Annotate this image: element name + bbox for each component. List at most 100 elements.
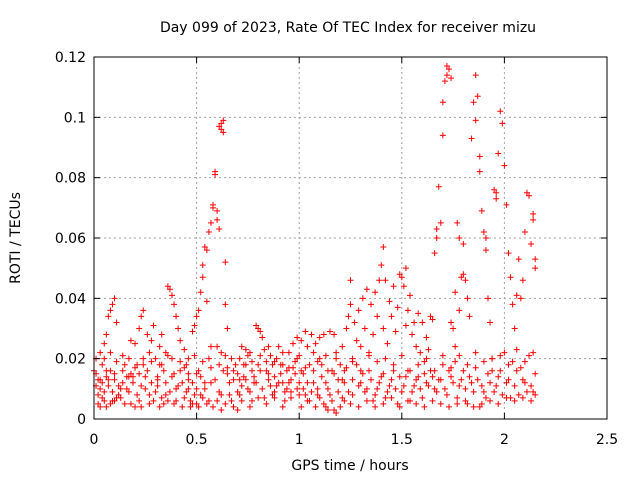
data-point	[423, 355, 430, 362]
data-point	[528, 241, 535, 248]
data-point	[199, 394, 206, 401]
data-point	[222, 259, 229, 266]
data-point	[158, 394, 165, 401]
data-point	[185, 355, 192, 362]
data-point	[115, 391, 122, 398]
data-point	[168, 355, 175, 362]
data-point	[380, 325, 387, 332]
data-point	[160, 400, 167, 407]
data-point	[372, 391, 379, 398]
data-point	[214, 207, 221, 214]
data-point	[298, 367, 305, 374]
data-point	[528, 382, 535, 389]
data-point	[244, 385, 251, 392]
data-point	[349, 391, 356, 398]
data-point	[452, 289, 459, 296]
data-point	[166, 286, 173, 293]
data-point	[462, 385, 469, 392]
data-point	[146, 391, 153, 398]
data-point	[353, 337, 360, 344]
data-point	[273, 382, 280, 389]
data-point	[487, 379, 494, 386]
data-point	[515, 256, 522, 263]
data-point	[404, 397, 411, 404]
data-point	[448, 373, 455, 380]
data-point	[532, 256, 539, 263]
data-point	[363, 286, 370, 293]
data-point	[419, 319, 426, 326]
data-point	[162, 391, 169, 398]
data-point	[308, 331, 315, 338]
data-point	[343, 325, 350, 332]
data-point	[201, 385, 208, 392]
data-point	[216, 388, 223, 395]
data-point	[283, 385, 290, 392]
data-point	[425, 382, 432, 389]
data-point	[499, 120, 506, 127]
data-point	[101, 355, 108, 362]
data-point	[433, 388, 440, 395]
data-point	[503, 379, 510, 386]
data-point	[113, 358, 120, 365]
data-point	[509, 358, 516, 365]
data-point	[478, 207, 485, 214]
data-point	[368, 376, 375, 383]
data-point	[382, 355, 389, 362]
data-point	[530, 349, 537, 356]
data-point	[218, 406, 225, 413]
data-point	[238, 343, 245, 350]
data-point	[339, 394, 346, 401]
data-point	[380, 244, 387, 251]
data-point	[398, 274, 405, 281]
data-point	[269, 361, 276, 368]
x-tick-label: 1	[295, 432, 304, 448]
data-point	[427, 313, 434, 320]
data-point	[300, 385, 307, 392]
data-point	[355, 403, 362, 410]
data-point	[376, 379, 383, 386]
data-point	[482, 394, 489, 401]
data-point	[341, 397, 348, 404]
data-point	[365, 352, 372, 359]
data-point	[402, 373, 409, 380]
data-point	[259, 334, 266, 341]
data-point	[107, 400, 114, 407]
x-tick-label: 0	[90, 432, 99, 448]
data-point	[493, 195, 500, 202]
data-point	[230, 376, 237, 383]
data-point	[201, 244, 208, 251]
data-point	[113, 319, 120, 326]
data-point	[322, 352, 329, 359]
data-points	[91, 63, 539, 416]
data-point	[339, 343, 346, 350]
data-point	[345, 388, 352, 395]
data-point	[386, 382, 393, 389]
data-point	[257, 352, 264, 359]
data-point	[357, 343, 364, 350]
data-point	[240, 373, 247, 380]
data-point	[119, 379, 126, 386]
data-point	[173, 313, 180, 320]
data-point	[495, 150, 502, 157]
data-point	[407, 367, 414, 374]
data-point	[394, 304, 401, 311]
data-point	[181, 346, 188, 353]
data-point	[402, 322, 409, 329]
data-point	[443, 63, 450, 70]
data-point	[304, 343, 311, 350]
data-point	[382, 394, 389, 401]
data-point	[384, 340, 391, 347]
data-point	[242, 361, 249, 368]
data-point	[171, 400, 178, 407]
data-point	[117, 394, 124, 401]
data-point	[171, 301, 178, 308]
data-point	[265, 343, 272, 350]
data-point	[402, 265, 409, 272]
data-point	[433, 225, 440, 232]
data-point	[232, 361, 239, 368]
data-point	[193, 370, 200, 377]
data-point	[275, 379, 282, 386]
data-point	[290, 340, 297, 347]
data-point	[439, 361, 446, 368]
